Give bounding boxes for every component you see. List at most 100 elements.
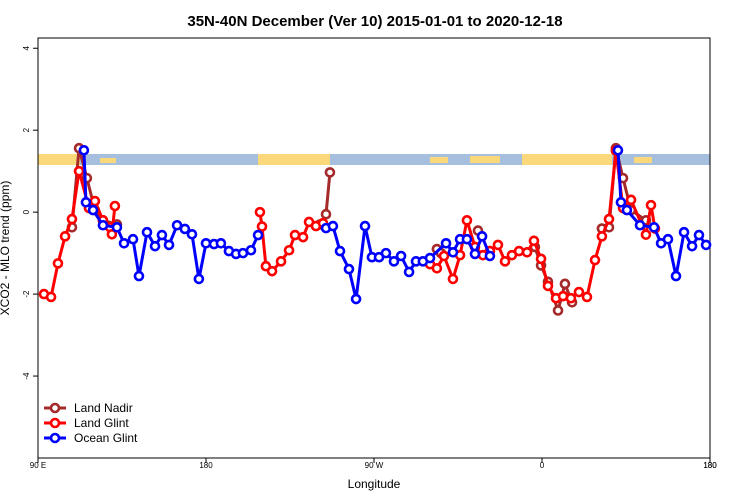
data-point: [283, 244, 295, 256]
data-point: [528, 235, 540, 247]
land-strip: [38, 154, 80, 165]
y-tick-label: 4: [22, 45, 31, 50]
x-tick-label: 180: [703, 461, 717, 470]
data-point: [634, 219, 646, 231]
land-strip: [470, 156, 500, 163]
data-point: [469, 248, 481, 260]
data-point: [625, 194, 637, 206]
data-point: [484, 250, 496, 262]
y-axis-label: XCO2 - MLO trend (ppm): [0, 181, 12, 316]
data-point: [440, 237, 452, 249]
data-point: [700, 239, 712, 251]
data-point: [542, 280, 554, 292]
data-point: [45, 291, 57, 303]
data-point: [193, 273, 205, 285]
data-point: [156, 229, 168, 241]
x-tick-label: 90 W: [365, 461, 384, 470]
y-tick-label: -4: [22, 372, 31, 380]
data-point: [380, 247, 392, 259]
data-point: [320, 208, 332, 220]
data-point: [565, 292, 577, 304]
plot-frame: [37, 37, 711, 459]
data-point: [245, 244, 257, 256]
x-tick-label: 180: [199, 461, 213, 470]
data-point: [476, 231, 488, 242]
data-point: [215, 237, 227, 249]
data-point: [186, 228, 198, 240]
y-tick-label: 2: [22, 127, 31, 132]
data-point: [573, 286, 585, 298]
data-point: [89, 195, 101, 207]
land-strip: [258, 154, 330, 165]
legend-label: Land Nadir: [74, 401, 133, 415]
data-point: [127, 233, 139, 245]
data-point: [492, 239, 504, 251]
data-point: [603, 213, 615, 225]
data-point: [252, 229, 264, 241]
legend-marker: [49, 417, 61, 429]
data-point: [106, 228, 118, 240]
data-point: [256, 221, 268, 232]
land-strip: [100, 158, 116, 163]
data-point: [133, 270, 145, 282]
land-strip: [634, 157, 652, 163]
data-point: [693, 229, 705, 241]
data-point: [395, 250, 407, 262]
data-point: [596, 231, 608, 242]
x-tick-label: 90 E: [30, 461, 46, 470]
data-point: [388, 256, 400, 267]
data-point: [118, 237, 130, 249]
data-point: [66, 213, 78, 225]
legend-marker: [49, 432, 61, 444]
data-point: [438, 250, 450, 262]
legend-marker: [49, 402, 61, 414]
data-point: [80, 197, 92, 208]
data-point: [275, 256, 287, 267]
data-point: [73, 165, 85, 177]
data-point: [535, 253, 547, 265]
data-point: [179, 223, 191, 235]
data-point: [78, 144, 90, 156]
data-point: [324, 167, 336, 178]
data-point: [350, 293, 362, 305]
data-point: [111, 222, 123, 233]
y-tick-label: 0: [22, 209, 31, 214]
data-point: [334, 245, 346, 257]
data-point: [163, 239, 175, 251]
data-point: [343, 263, 355, 275]
data-point: [254, 206, 266, 218]
data-point: [447, 247, 459, 258]
data-point: [670, 270, 682, 282]
data-point: [52, 258, 64, 269]
data-point: [662, 233, 674, 245]
data-point: [461, 215, 473, 226]
land-strip: [430, 157, 448, 163]
data-point: [612, 144, 624, 156]
data-point: [297, 231, 309, 243]
x-tick-label: 180: [703, 461, 717, 470]
land-strip: [522, 154, 612, 165]
data-point: [589, 254, 601, 266]
data-point: [59, 231, 71, 242]
data-point: [499, 256, 511, 267]
data-point: [678, 226, 690, 238]
data-point: [266, 265, 278, 277]
data-point: [552, 305, 564, 316]
ocean-strip: [38, 154, 710, 165]
legend-label: Land Glint: [74, 416, 129, 430]
land-ocean-strip: [38, 154, 710, 165]
data-point: [615, 197, 627, 208]
data-point: [403, 266, 415, 278]
data-point: [109, 200, 121, 212]
data-point: [149, 240, 161, 252]
data-point: [621, 204, 633, 216]
legend-label: Ocean Glint: [74, 431, 138, 445]
chart-title: 35N-40N December (Ver 10) 2015-01-01 to …: [187, 13, 562, 30]
data-point: [461, 233, 473, 245]
data-point: [648, 222, 660, 233]
data-point: [447, 273, 459, 285]
data-point: [581, 291, 593, 303]
data-point: [327, 220, 339, 232]
data-point: [640, 229, 652, 240]
